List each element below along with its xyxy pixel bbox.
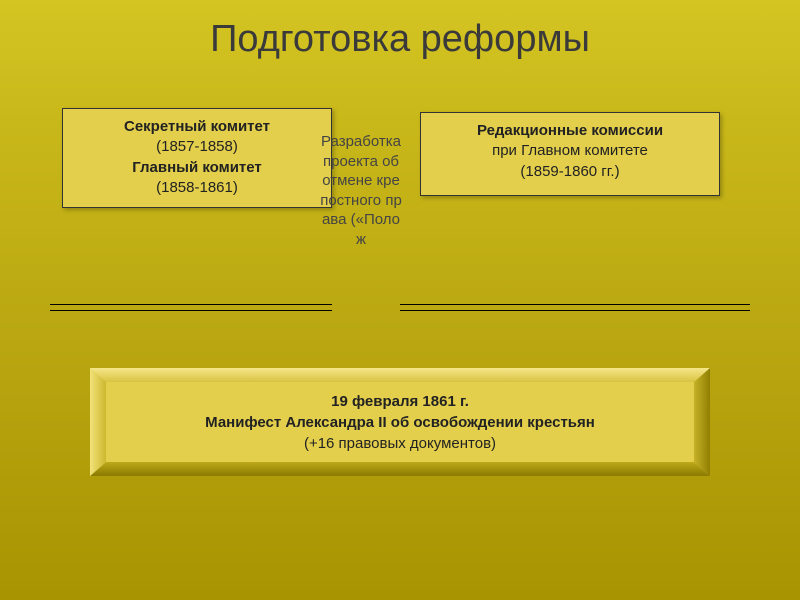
box-left-line4: (1858-1861)	[73, 178, 321, 198]
box-right-line3: (1859-1860 гг.)	[431, 162, 709, 182]
bottom-line1: 19 февраля 1861 г.	[116, 391, 684, 412]
page-title: Подготовка реформы	[0, 0, 800, 61]
box-right-line2: при Главном комитете	[431, 141, 709, 161]
box-right-line1: Редакционные комиссии	[431, 121, 709, 141]
box-editorial-commissions: Редакционные комиссии при Главном комите…	[420, 112, 720, 196]
box-left-line1: Секретный комитет	[73, 117, 321, 137]
bottom-line2: Манифест Александра II об освобождении к…	[116, 412, 684, 433]
connector-lines	[50, 304, 750, 314]
bottom-line3: (+16 правовых документов)	[116, 433, 684, 454]
box-secret-committee: Секретный комитет (1857-1858) Главный ко…	[62, 108, 332, 208]
middle-note: Разработка проекта об отмене крепостного…	[320, 132, 402, 249]
box-left-line3: Главный комитет	[73, 158, 321, 178]
box-manifesto: 19 февраля 1861 г. Манифест Александра I…	[90, 368, 710, 476]
box-left-line2: (1857-1858)	[73, 137, 321, 157]
